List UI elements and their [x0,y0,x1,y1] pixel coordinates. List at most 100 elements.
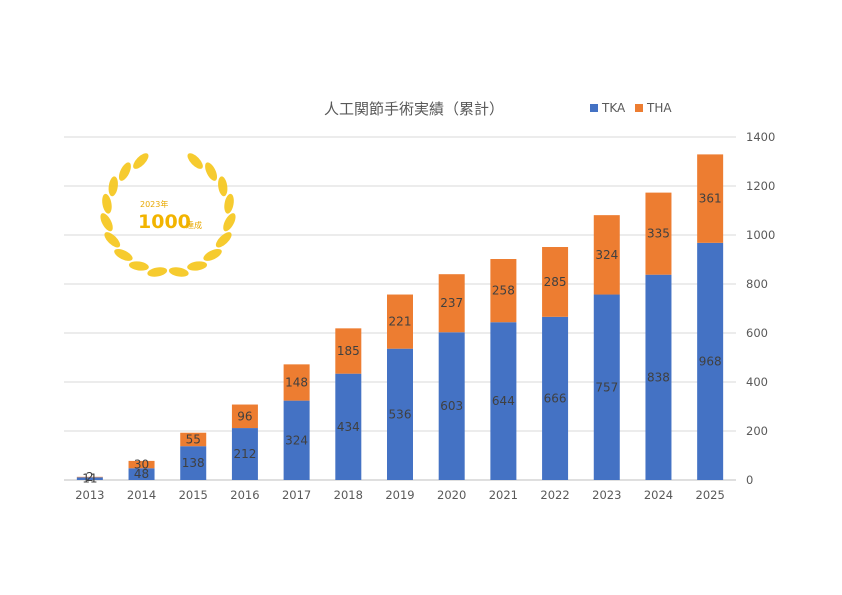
bar-segment-tka [438,332,465,480]
y-tick-label: 1000 [746,228,775,242]
data-label-tka: 138 [182,456,205,470]
bar-segment-tka [697,242,724,480]
data-label-tka: 603 [440,399,463,413]
bar-segment-tha [645,192,672,275]
data-label-tka: 324 [285,433,308,447]
laurel-leaf [133,153,149,169]
data-label-tha: 258 [492,284,515,298]
laurel-badge: 2023年 1000 達成 [100,153,236,277]
laurel-leaf [203,248,222,261]
bar-segment-tha [438,274,465,333]
laurel-right-icon [168,153,236,277]
bar-segment-tka [593,294,620,480]
data-label-tka: 968 [699,354,722,368]
legend: TKA THA [590,101,672,115]
data-label-tha: 2 [86,470,94,484]
bar-segment-tka [76,477,103,480]
bar-segment-tha [180,432,207,447]
laurel-leaf [224,193,234,214]
laurel-leaf [102,193,112,214]
data-label-tha: 148 [285,375,308,389]
data-label-tka: 644 [492,394,515,408]
x-tick-label: 2017 [282,488,311,502]
bar-segment-tka [490,322,517,480]
laurel-leaf [205,162,218,181]
laurel-leaf [104,232,121,248]
bar-segment-tka [387,348,413,480]
data-label-tka: 757 [595,380,618,394]
y-tick-label: 0 [746,473,753,487]
y-tick-label: 200 [746,424,768,438]
data-label-tka: 666 [544,391,567,405]
legend-swatch-tka [590,104,598,112]
data-label-tha: 324 [595,248,618,262]
x-tick-label: 2020 [437,488,466,502]
data-label-tka: 11 [82,472,97,486]
data-label-tka: 434 [337,420,360,434]
x-tick-label: 2013 [75,488,104,502]
bar-segment-tha [387,294,413,349]
data-label-tha: 361 [699,192,722,206]
bar-segment-tha [231,404,258,429]
laurel-leaf [187,261,208,271]
laurel-leaf [187,153,203,169]
x-tick-label: 2024 [644,488,673,502]
laurel-leaf [118,162,131,181]
bar-segment-tka [180,446,207,480]
bar-segment-tha [128,460,155,469]
x-tick-label: 2015 [179,488,208,502]
y-tick-label: 1200 [746,179,775,193]
data-label-tka: 536 [389,407,412,421]
laurel-leaf [128,261,149,271]
laurel-leaf [223,213,236,232]
bar-segment-tha [697,154,724,243]
legend-swatch-tha [635,104,643,112]
legend-label-tha: THA [646,101,672,115]
laurel-leaf [100,213,113,232]
bar-segment-tka [128,468,155,480]
x-tick-label: 2016 [230,488,259,502]
data-label-tha: 96 [237,409,252,423]
laurel-leaf [114,248,133,261]
bars [76,154,724,480]
x-tick-label: 2021 [489,488,518,502]
bar-segment-tka [645,274,672,480]
laurel-left-icon [100,153,168,277]
badge-year: 2023年 [140,199,168,209]
y-tick-label: 1400 [746,130,775,144]
bar-segment-tha [490,259,517,323]
data-label-tka: 838 [647,370,670,384]
badge-number: 1000 [138,211,191,233]
bar-segment-tka [283,400,310,480]
x-tick-label: 2018 [334,488,363,502]
legend-label-tka: TKA [601,101,626,115]
x-tick-label: 2019 [385,488,414,502]
laurel-leaf [108,176,118,197]
data-label-tha: 237 [440,296,463,310]
x-tick-label: 2014 [127,488,156,502]
laurel-leaf [218,176,228,197]
bar-segment-tha [283,364,310,401]
laurel-leaf [215,232,232,248]
badge-suffix: 達成 [186,220,202,230]
x-tick-label: 2022 [540,488,569,502]
bar-segment-tka [335,373,362,480]
bar-segment-tha [335,328,362,374]
data-label-tha: 221 [389,315,412,329]
laurel-leaf [147,267,168,277]
data-label-tka: 212 [233,447,256,461]
x-tick-label: 2025 [696,488,725,502]
y-tick-label: 600 [746,326,768,340]
laurel-leaf [168,267,189,277]
data-label-tha: 55 [186,432,201,446]
y-tick-label: 400 [746,375,768,389]
y-tick-label: 800 [746,277,768,291]
bar-segment-tka [231,428,258,480]
x-tick-label: 2023 [592,488,621,502]
chart-title: 人工関節手術実績（累計） [324,100,504,118]
bar-segment-tha [542,247,569,317]
bar-segment-tka [542,316,569,480]
data-label-tha: 30 [134,458,149,472]
